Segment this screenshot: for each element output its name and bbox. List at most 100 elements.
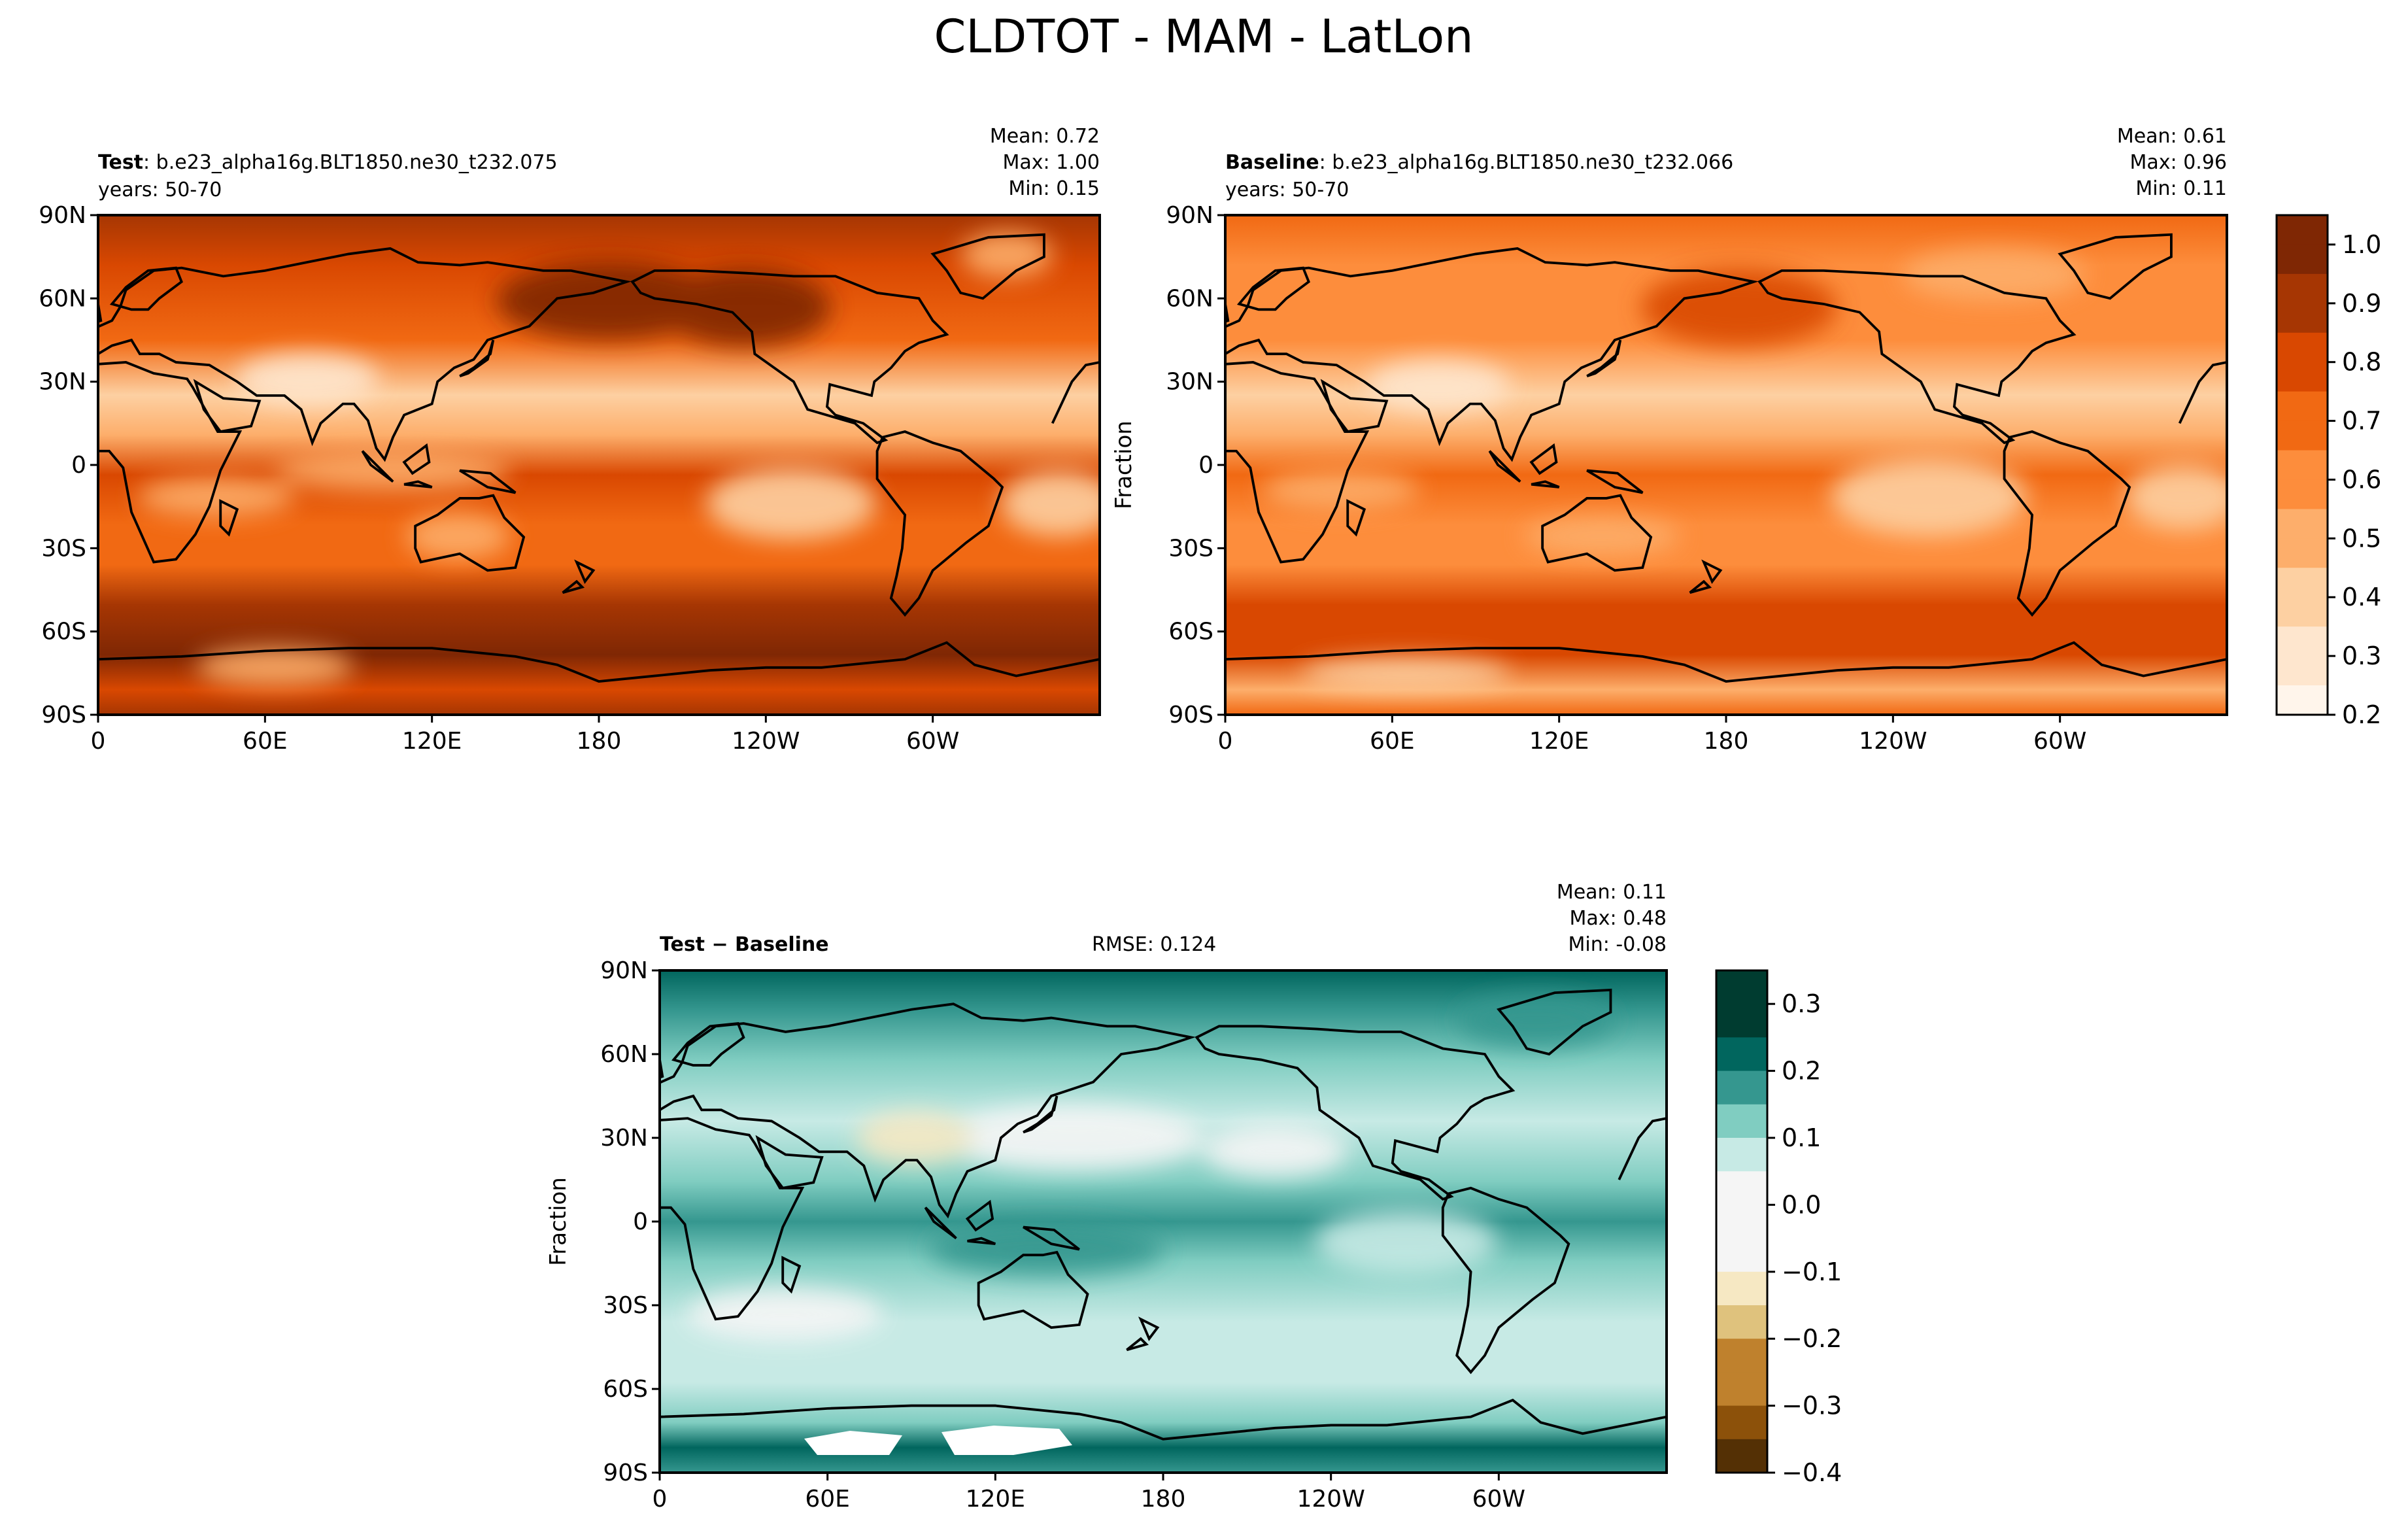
colorbar-swatch [2277,479,2328,510]
lat-tick-label: 90S [603,1460,648,1486]
lon-tick-label: 60W [2033,728,2086,755]
colorbar-swatch [1716,1004,1767,1038]
colorbar-swatch [2277,656,2328,686]
diff-min: Min: -0.08 [1569,933,1667,956]
lon-tick-label: 120W [1297,1486,1365,1513]
lat-tick-label: 90S [1168,702,1213,728]
colorbar-tick-label: 0.5 [2342,524,2381,553]
colorbar-swatch [2277,509,2328,539]
lat-tick-label: 30S [41,535,86,562]
figure-title: CLDTOT - MAM - LatLon [934,10,1474,63]
diff-mean: Mean: 0.11 [1557,881,1667,904]
lon-tick-label: 0 [653,1486,668,1513]
diff-colorbar: 0.3 0.2 0.1 0.0 −0.1 −0.2 −0.3 −0.4 [1715,969,1842,1487]
colorbar-tick-label: 0.6 [2342,465,2381,494]
lat-tick-label: 60N [39,285,86,312]
colorbar-tick-label: −0.2 [1782,1324,1842,1353]
colorbar-tick-label: −0.4 [1782,1458,1842,1487]
baseline-y-ticks: 90N 60N 30N 0 30S 60S 90S [1166,202,1225,728]
diff-map-field [660,970,1667,1473]
lat-tick-label: 60S [603,1376,648,1403]
lat-tick-label: 90S [41,702,86,728]
lat-tick-label: 30N [1166,369,1213,396]
diff-x-ticks: 0 60E 120E 180 120W 60W [653,1473,1525,1513]
colorbar-swatch [2277,244,2328,275]
baseline-max: Max: 0.96 [2130,151,2227,174]
test-mean: Mean: 0.72 [990,125,1100,148]
lon-tick-label: 60W [1472,1486,1525,1513]
colorbar-swatch [1716,1104,1767,1138]
colorbar-swatch [2277,450,2328,481]
baseline-mean: Mean: 0.61 [2117,125,2227,148]
lon-tick-label: 120E [1529,728,1589,755]
colorbar-swatch [2277,685,2328,715]
colorbar-frame [1715,969,1769,1474]
baseline-colorbar-label: Fraction [1111,420,1137,509]
colorbar-swatch [1716,1138,1767,1172]
lat-tick-label: 90N [600,957,648,984]
baseline-panel: Baseline: b.e23_alpha16g.BLT1850.ne30_t2… [1111,125,2228,755]
lon-tick-label: 180 [577,728,622,755]
lat-tick-label: 30S [603,1292,648,1319]
baseline-min: Min: 0.11 [2135,177,2227,200]
lon-tick-label: 60E [243,728,288,755]
colorbar-swatch [1716,970,1767,1004]
colorbar-tick-label: 0.3 [1782,989,1821,1018]
colorbar-swatch [2277,626,2328,657]
colorbar-tick-label: 0.3 [2342,642,2381,670]
colorbar-swatch [1716,1037,1767,1072]
lon-tick-label: 180 [1704,728,1749,755]
colorbar-tick-label: 0.8 [2342,348,2381,377]
colorbar-swatch [2277,215,2328,245]
lat-tick-label: 60N [600,1041,648,1068]
colorbar-frame [2275,214,2329,716]
colorbar-swatch [1716,1439,1767,1473]
colorbar-tick-label: 0.9 [2342,289,2381,318]
colorbar-tick-label: 0.4 [2342,583,2381,611]
test-y-ticks: 90N 60N 30N 0 30S 60S 90S [39,202,98,728]
lon-tick-label: 0 [1218,728,1233,755]
lat-tick-label: 60S [1168,619,1213,645]
lat-tick-label: 30N [600,1125,648,1152]
lat-tick-label: 0 [633,1208,648,1235]
colorbar-swatch [1716,1271,1767,1306]
colorbar-swatch [2277,420,2328,451]
baseline-x-ticks: 0 60E 120E 180 120W 60W [1218,715,2086,755]
test-map-field [98,215,1100,715]
test-x-ticks: 0 60E 120E 180 120W 60W [91,715,959,755]
colorbar-tick-label: 0.7 [2342,407,2381,436]
lon-tick-label: 120W [1859,728,1927,755]
lat-tick-label: 0 [1198,452,1213,479]
test-panel: Test: b.e23_alpha16g.BLT1850.ne30_t232.0… [39,125,1101,755]
test-label: Test: b.e23_alpha16g.BLT1850.ne30_t232.0… [98,151,558,174]
colorbar-tick-label: 0.2 [2342,700,2381,729]
diff-rmse: RMSE: 0.124 [1092,933,1216,956]
lat-tick-label: 0 [71,452,86,479]
colorbar-tick-label: 0.2 [1782,1057,1821,1086]
colorbar-swatch [2277,597,2328,627]
lon-tick-label: 120E [966,1486,1025,1513]
lat-tick-label: 60N [1166,285,1213,312]
colorbar-swatch [1716,1205,1767,1239]
diff-max: Max: 0.48 [1570,907,1667,930]
colorbar-swatch [1716,1171,1767,1206]
diff-y-ticks: 90N 60N 30N 0 30S 60S 90S [600,957,660,1486]
test-years: years: 50-70 [98,179,222,201]
baseline-map-field [1225,215,2227,715]
lon-tick-label: 60E [1370,728,1415,755]
diff-label: Test − Baseline [660,933,829,956]
colorbar-swatch [2277,332,2328,363]
colorbar-swatch [2277,362,2328,392]
colorbar-swatch [1716,1238,1767,1273]
colorbar-swatch [1716,1339,1767,1373]
baseline-years: years: 50-70 [1225,179,1349,201]
diff-colorbar-label: Fraction [545,1177,571,1266]
main-colorbar: 1.0 0.9 0.8 0.7 0.6 0.5 0.4 0.3 0.2 [2275,214,2381,729]
lat-tick-label: 60S [41,619,86,645]
colorbar-swatch [2277,273,2328,304]
colorbar-tick-label: −0.1 [1782,1258,1842,1286]
colorbar-tick-label: 0.0 [1782,1190,1821,1219]
lon-tick-label: 60E [805,1486,850,1513]
colorbar-swatch [1716,1070,1767,1105]
lon-tick-label: 180 [1141,1486,1186,1513]
